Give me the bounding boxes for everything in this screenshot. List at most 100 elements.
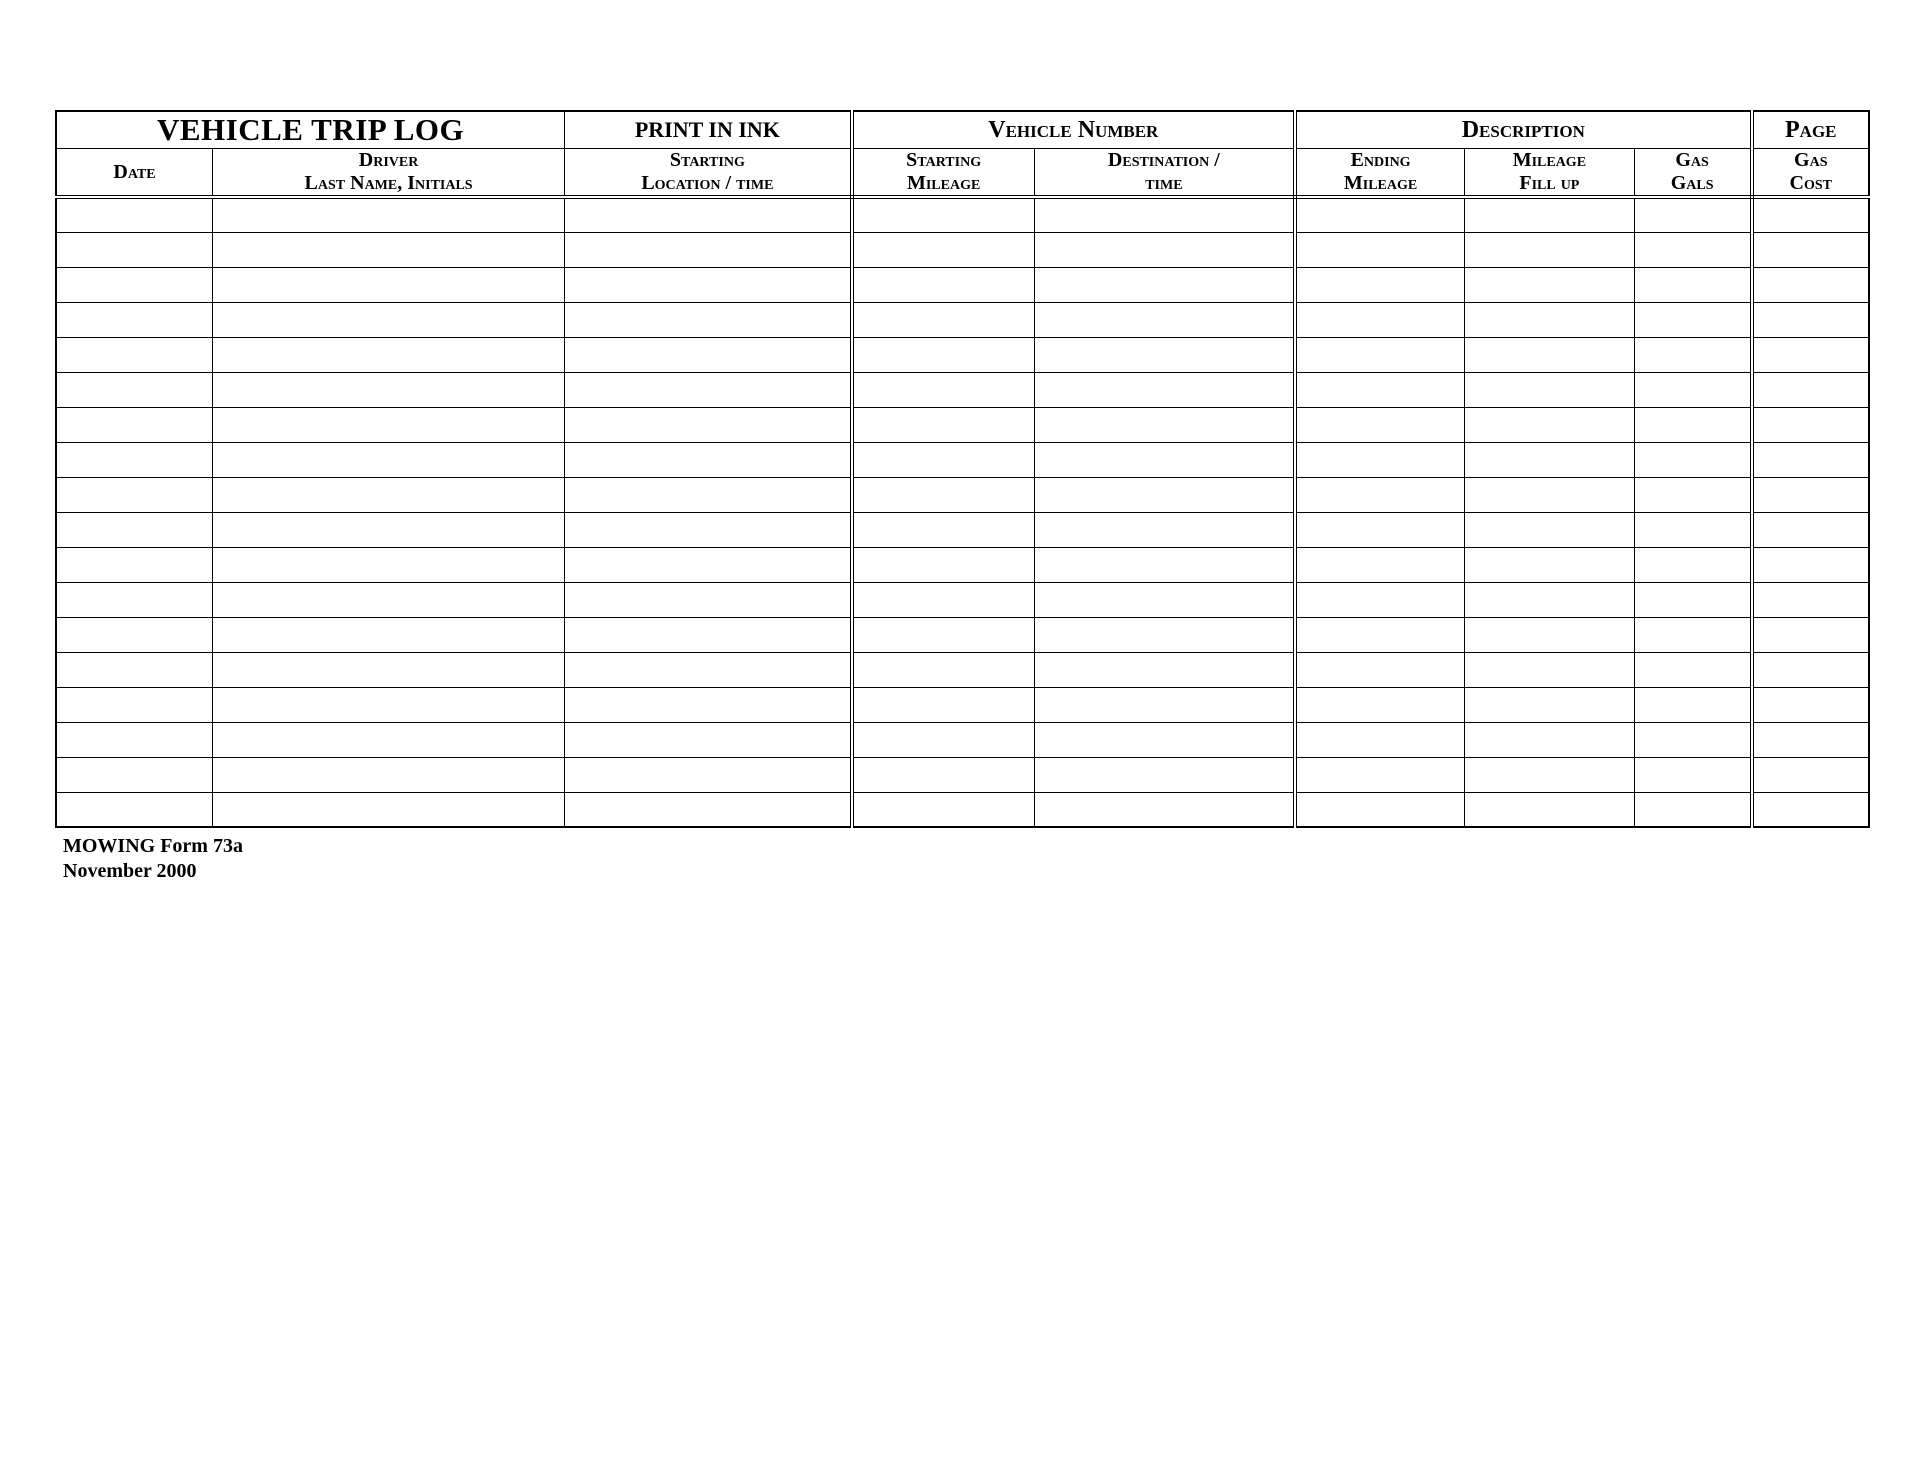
table-cell[interactable]	[1465, 757, 1635, 792]
table-cell[interactable]	[565, 267, 852, 302]
table-cell[interactable]	[1034, 267, 1295, 302]
table-cell[interactable]	[1034, 792, 1295, 827]
table-cell[interactable]	[1634, 372, 1751, 407]
table-cell[interactable]	[1634, 302, 1751, 337]
table-cell[interactable]	[1752, 267, 1869, 302]
table-cell[interactable]	[1034, 652, 1295, 687]
table-cell[interactable]	[213, 477, 565, 512]
table-cell[interactable]	[1295, 232, 1465, 267]
table-cell[interactable]	[1465, 302, 1635, 337]
table-cell[interactable]	[852, 302, 1035, 337]
table-cell[interactable]	[213, 652, 565, 687]
table-cell[interactable]	[852, 757, 1035, 792]
table-cell[interactable]	[1634, 547, 1751, 582]
table-cell[interactable]	[213, 232, 565, 267]
table-cell[interactable]	[1034, 442, 1295, 477]
table-cell[interactable]	[213, 372, 565, 407]
table-cell[interactable]	[1634, 687, 1751, 722]
table-cell[interactable]	[565, 407, 852, 442]
table-cell[interactable]	[852, 652, 1035, 687]
table-cell[interactable]	[565, 512, 852, 547]
table-cell[interactable]	[1034, 337, 1295, 372]
table-cell[interactable]	[852, 547, 1035, 582]
table-cell[interactable]	[213, 617, 565, 652]
table-cell[interactable]	[1295, 477, 1465, 512]
table-cell[interactable]	[565, 687, 852, 722]
table-cell[interactable]	[1034, 582, 1295, 617]
table-cell[interactable]	[1465, 687, 1635, 722]
table-cell[interactable]	[1295, 442, 1465, 477]
table-cell[interactable]	[1634, 477, 1751, 512]
table-cell[interactable]	[213, 302, 565, 337]
table-cell[interactable]	[852, 372, 1035, 407]
table-cell[interactable]	[1295, 407, 1465, 442]
table-cell[interactable]	[1465, 442, 1635, 477]
table-cell[interactable]	[56, 792, 213, 827]
table-cell[interactable]	[1465, 652, 1635, 687]
table-cell[interactable]	[1634, 652, 1751, 687]
table-cell[interactable]	[1034, 477, 1295, 512]
table-cell[interactable]	[565, 722, 852, 757]
table-cell[interactable]	[56, 407, 213, 442]
table-cell[interactable]	[1752, 582, 1869, 617]
table-cell[interactable]	[1465, 407, 1635, 442]
table-cell[interactable]	[565, 232, 852, 267]
table-cell[interactable]	[213, 512, 565, 547]
table-cell[interactable]	[1634, 722, 1751, 757]
table-cell[interactable]	[1295, 792, 1465, 827]
table-cell[interactable]	[213, 582, 565, 617]
table-cell[interactable]	[213, 337, 565, 372]
table-cell[interactable]	[1752, 652, 1869, 687]
table-cell[interactable]	[213, 547, 565, 582]
table-cell[interactable]	[565, 372, 852, 407]
table-cell[interactable]	[1034, 722, 1295, 757]
table-cell[interactable]	[1465, 722, 1635, 757]
table-cell[interactable]	[213, 722, 565, 757]
table-cell[interactable]	[1752, 757, 1869, 792]
table-cell[interactable]	[852, 512, 1035, 547]
table-cell[interactable]	[852, 617, 1035, 652]
table-cell[interactable]	[1752, 512, 1869, 547]
table-cell[interactable]	[1634, 337, 1751, 372]
table-cell[interactable]	[213, 757, 565, 792]
table-cell[interactable]	[1034, 197, 1295, 232]
table-cell[interactable]	[56, 267, 213, 302]
table-cell[interactable]	[852, 792, 1035, 827]
table-cell[interactable]	[1465, 512, 1635, 547]
table-cell[interactable]	[565, 197, 852, 232]
table-cell[interactable]	[1634, 267, 1751, 302]
table-cell[interactable]	[213, 267, 565, 302]
table-cell[interactable]	[1752, 792, 1869, 827]
table-cell[interactable]	[1752, 617, 1869, 652]
table-cell[interactable]	[1465, 337, 1635, 372]
table-cell[interactable]	[56, 582, 213, 617]
table-cell[interactable]	[56, 617, 213, 652]
table-cell[interactable]	[56, 477, 213, 512]
table-cell[interactable]	[56, 372, 213, 407]
table-cell[interactable]	[1634, 197, 1751, 232]
table-cell[interactable]	[1752, 687, 1869, 722]
table-cell[interactable]	[1295, 337, 1465, 372]
table-cell[interactable]	[1295, 547, 1465, 582]
table-cell[interactable]	[852, 477, 1035, 512]
table-cell[interactable]	[1634, 407, 1751, 442]
table-cell[interactable]	[852, 337, 1035, 372]
table-cell[interactable]	[56, 232, 213, 267]
table-cell[interactable]	[1295, 512, 1465, 547]
table-cell[interactable]	[56, 197, 213, 232]
table-cell[interactable]	[1752, 372, 1869, 407]
table-cell[interactable]	[1465, 232, 1635, 267]
table-cell[interactable]	[565, 547, 852, 582]
table-cell[interactable]	[1295, 372, 1465, 407]
table-cell[interactable]	[56, 547, 213, 582]
table-cell[interactable]	[1634, 232, 1751, 267]
table-cell[interactable]	[56, 442, 213, 477]
table-cell[interactable]	[1465, 477, 1635, 512]
table-cell[interactable]	[1465, 267, 1635, 302]
table-cell[interactable]	[1295, 652, 1465, 687]
table-cell[interactable]	[56, 302, 213, 337]
table-cell[interactable]	[1634, 617, 1751, 652]
table-cell[interactable]	[1752, 442, 1869, 477]
table-cell[interactable]	[1034, 232, 1295, 267]
table-cell[interactable]	[213, 407, 565, 442]
